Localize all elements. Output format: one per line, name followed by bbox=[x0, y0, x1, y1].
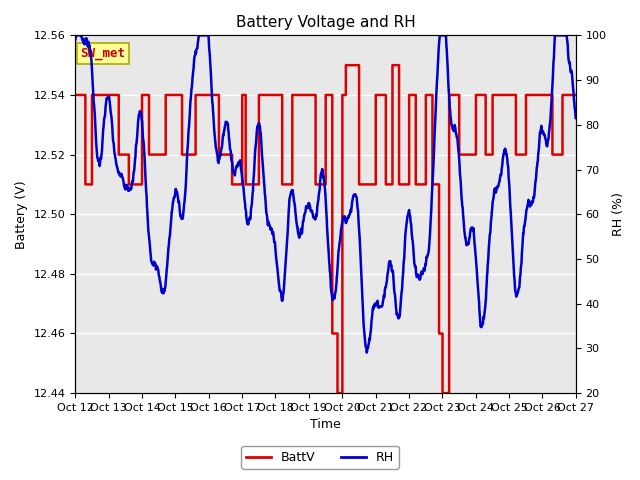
BattV bbox=[183, 152, 191, 157]
Y-axis label: Battery (V): Battery (V) bbox=[15, 180, 28, 249]
RH bbox=[183, 157, 191, 163]
RH bbox=[72, 33, 80, 38]
BattV bbox=[513, 152, 521, 157]
RH bbox=[72, 37, 79, 43]
Line: RH: RH bbox=[76, 36, 576, 353]
Y-axis label: RH (%): RH (%) bbox=[612, 192, 625, 236]
BattV bbox=[170, 92, 178, 98]
BattV bbox=[404, 181, 412, 187]
Text: SW_met: SW_met bbox=[80, 47, 125, 60]
Legend: BattV, RH: BattV, RH bbox=[241, 446, 399, 469]
BattV bbox=[572, 92, 580, 98]
BattV bbox=[469, 152, 477, 157]
RH bbox=[469, 228, 477, 233]
RH bbox=[171, 194, 179, 200]
RH bbox=[239, 181, 247, 187]
RH bbox=[572, 115, 580, 121]
Title: Battery Voltage and RH: Battery Voltage and RH bbox=[236, 15, 415, 30]
RH bbox=[404, 214, 412, 220]
RH bbox=[363, 350, 371, 356]
Line: BattV: BattV bbox=[76, 65, 576, 393]
RH bbox=[513, 291, 521, 297]
BattV bbox=[342, 62, 349, 68]
BattV bbox=[333, 390, 341, 396]
BattV bbox=[239, 92, 246, 98]
X-axis label: Time: Time bbox=[310, 419, 341, 432]
BattV bbox=[72, 92, 79, 98]
